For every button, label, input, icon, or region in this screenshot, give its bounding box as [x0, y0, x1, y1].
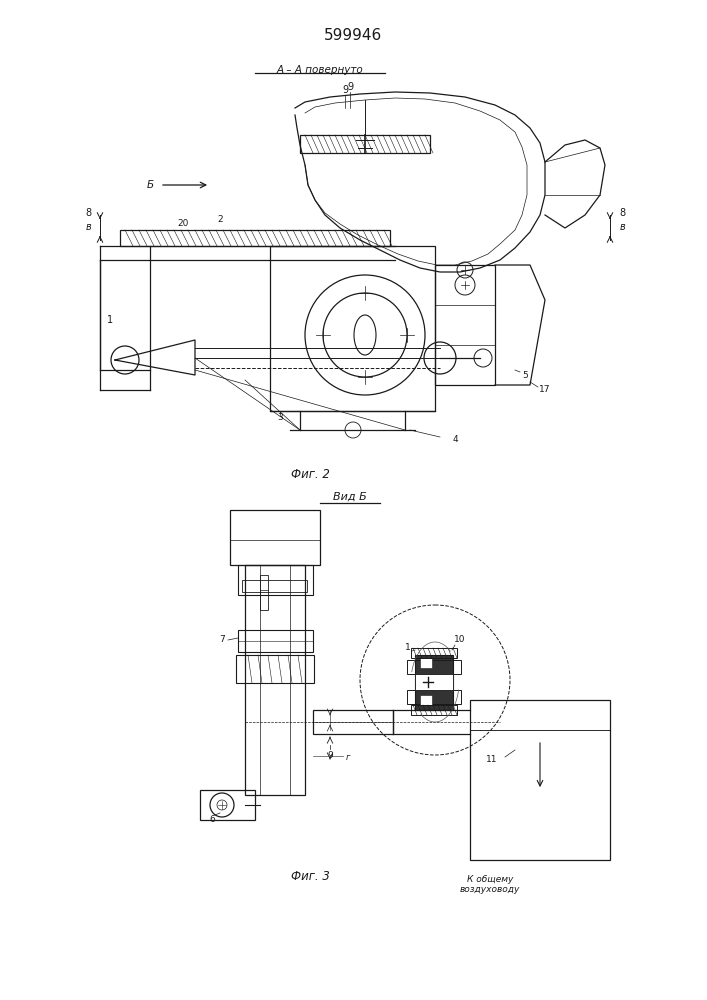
- Text: 8: 8: [619, 208, 625, 218]
- Text: 9: 9: [327, 752, 333, 760]
- Text: 6: 6: [209, 816, 215, 824]
- Text: Фиг. 2: Фиг. 2: [291, 468, 329, 481]
- Text: 17: 17: [539, 385, 551, 394]
- Bar: [238, 565, 313, 595]
- Bar: [415, 674, 453, 690]
- Bar: [238, 630, 313, 652]
- Bar: [270, 246, 435, 411]
- Bar: [420, 658, 432, 668]
- Text: Фиг. 3: Фиг. 3: [291, 870, 329, 883]
- Bar: [313, 710, 393, 734]
- Bar: [411, 648, 457, 658]
- Text: 599946: 599946: [324, 28, 382, 43]
- Bar: [236, 655, 314, 683]
- Bar: [407, 660, 461, 674]
- Text: К общему
воздуховоду: К общему воздуховоду: [460, 875, 520, 894]
- Text: 20: 20: [177, 219, 189, 228]
- Bar: [411, 705, 457, 715]
- Bar: [435, 265, 495, 385]
- Text: 11: 11: [486, 756, 498, 764]
- Text: 1: 1: [405, 644, 411, 652]
- Text: 1: 1: [107, 315, 113, 325]
- Text: 9: 9: [347, 82, 353, 92]
- Text: г: г: [346, 754, 350, 762]
- Text: 5: 5: [522, 370, 528, 379]
- Text: 9: 9: [342, 85, 348, 95]
- Bar: [260, 575, 268, 610]
- Bar: [420, 695, 432, 705]
- Text: 10: 10: [455, 636, 466, 645]
- Bar: [470, 700, 610, 860]
- Text: 2: 2: [217, 216, 223, 225]
- Text: в: в: [85, 222, 91, 232]
- Text: Б: Б: [146, 180, 153, 190]
- Bar: [120, 230, 390, 246]
- Bar: [415, 655, 453, 710]
- Bar: [200, 790, 255, 820]
- Text: 4: 4: [452, 436, 458, 444]
- Text: А – А повернуто: А – А повернуто: [276, 65, 363, 75]
- Text: Вид Б: Вид Б: [333, 492, 367, 502]
- Bar: [230, 510, 320, 565]
- Bar: [242, 580, 307, 592]
- Text: 8: 8: [85, 208, 91, 218]
- Bar: [407, 690, 461, 704]
- Text: в: в: [619, 222, 625, 232]
- Text: 7: 7: [219, 636, 225, 645]
- Text: 3: 3: [277, 414, 283, 422]
- Bar: [245, 565, 305, 795]
- Bar: [300, 135, 430, 153]
